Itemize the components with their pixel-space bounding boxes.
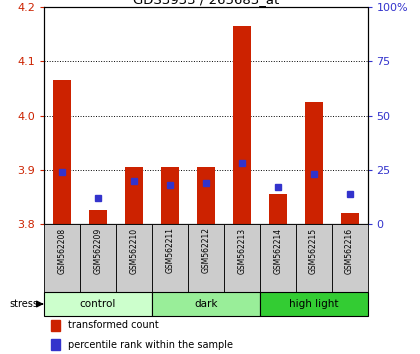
Text: high light: high light (289, 299, 339, 309)
Text: transformed count: transformed count (68, 320, 159, 331)
Bar (224, 224, 260, 292)
Bar (260, 224, 296, 292)
Bar (50, 339, 60, 350)
Bar (50, 320, 60, 331)
Bar (89, 210, 107, 224)
Bar (44, 224, 80, 292)
Bar (331, 224, 368, 292)
Text: GSM562209: GSM562209 (94, 227, 102, 274)
Bar (296, 224, 331, 292)
Title: GDS3933 / 265683_at: GDS3933 / 265683_at (133, 0, 279, 6)
Bar (152, 292, 260, 316)
Text: GSM562210: GSM562210 (129, 227, 139, 274)
Text: GSM562211: GSM562211 (165, 227, 174, 273)
Bar (44, 292, 152, 316)
Text: control: control (80, 299, 116, 309)
Text: GSM562208: GSM562208 (58, 227, 66, 274)
Bar (260, 292, 368, 316)
Bar (53, 80, 71, 224)
Bar (161, 167, 179, 224)
Text: GSM562213: GSM562213 (237, 227, 246, 274)
Text: GSM562214: GSM562214 (273, 227, 282, 274)
Bar (269, 194, 286, 224)
Text: dark: dark (194, 299, 218, 309)
Bar (188, 224, 224, 292)
Bar (116, 224, 152, 292)
Text: GSM562215: GSM562215 (309, 227, 318, 274)
Bar (80, 224, 116, 292)
Text: stress: stress (10, 299, 39, 309)
Text: GSM562216: GSM562216 (345, 227, 354, 274)
Bar (304, 102, 323, 224)
Text: GSM562212: GSM562212 (201, 227, 210, 273)
Bar (341, 213, 359, 224)
Bar (233, 26, 251, 224)
Bar (152, 224, 188, 292)
Text: percentile rank within the sample: percentile rank within the sample (68, 339, 234, 349)
Bar (125, 167, 143, 224)
Bar (197, 167, 215, 224)
